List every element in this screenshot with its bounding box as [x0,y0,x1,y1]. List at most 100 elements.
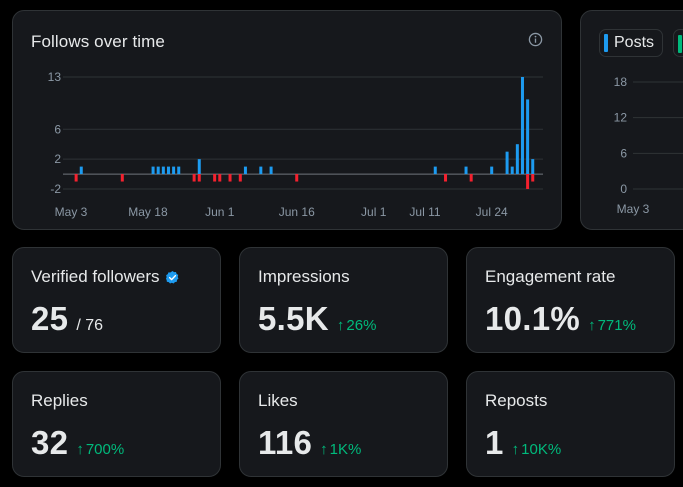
bar [197,174,201,182]
bar [464,166,468,175]
stat-delta: ↑ 771% [588,317,636,334]
arrow-up-icon: ↑ [336,317,345,334]
bar [526,99,530,175]
bar [531,159,535,175]
bar [238,174,242,182]
stat-label: Reposts [485,391,548,410]
posts-chart-card: Posts 0 6 12 18 May 3 [580,10,683,230]
stat-label: Engagement rate [485,267,616,286]
stat-value-row: 25 / 76 [31,300,103,338]
stat-card-engagement-rate: Engagement rate 10.1% ↑ 771% [466,247,675,353]
posts-chart: 0 6 12 18 May 3 [614,75,683,216]
bar [515,144,519,175]
stat-value-row: 1 ↑ 10K% [485,424,561,462]
stat-value-row: 32 ↑ 700% [31,424,124,462]
bar [172,166,176,175]
stat-label: Replies [31,391,88,410]
bar [151,166,155,175]
bar [469,174,473,182]
bar [213,174,217,182]
bar [177,166,181,175]
legend-posts-label: Posts [614,34,655,51]
info-circle-icon[interactable] [528,32,543,47]
x-tick-label: Jun 16 [279,205,315,219]
stat-value: 1 [485,424,504,461]
stat-card-verified-followers: Verified followers 25 / 76 [12,247,221,353]
arrow-up-icon: ↑ [76,441,84,458]
bar [166,166,170,175]
y-tick-label: 6 [620,146,627,160]
bar [526,174,530,189]
y-tick-label: 2 [54,152,61,166]
legend-second-toggle[interactable] [673,29,683,57]
stat-delta-value: 771% [597,317,636,334]
y-tick-label: 6 [54,122,61,136]
y-tick-label: 12 [614,111,628,125]
stat-label: Impressions [258,267,350,286]
y-tick-label: -2 [50,182,61,196]
stat-delta-value: 700% [85,441,125,458]
bar [433,166,437,175]
stat-value: 116 [258,424,313,461]
stat-total: / 76 [76,317,103,334]
legend-posts-toggle[interactable]: Posts [599,29,664,57]
stat-label: Verified followers [31,267,160,286]
bar [218,174,222,182]
stat-value-row: 5.5K ↑ 26% [258,300,376,338]
bar [505,151,509,175]
bar [520,77,524,175]
follows-chart-title: Follows over time [31,32,165,51]
bar [444,174,448,182]
stat-delta: ↑ 10K% [512,441,562,458]
y-tick-label: 0 [620,182,627,196]
bar [510,166,514,175]
stat-label: Likes [258,391,298,410]
stat-card-likes: Likes 116 ↑ 1K% [239,371,448,477]
stat-delta: ↑ 700% [76,441,124,458]
x-tick-label: May 18 [128,205,168,219]
bar [295,174,299,182]
stat-value: 5.5K [258,300,329,337]
bar [74,174,78,182]
stat-delta: ↑ 26% [337,317,377,334]
stat-delta-value: 26% [346,317,377,334]
bar [79,166,83,175]
stat-value-row: 116 ↑ 1K% [258,424,361,462]
y-tick-label: 18 [614,75,628,89]
bar [269,166,273,175]
posts-swatch [604,34,608,52]
bar [228,174,232,182]
bar [259,166,263,175]
x-tick-label: Jul 24 [476,205,508,219]
x-tick-label: Jul 11 [409,205,440,219]
stat-delta-value: 10K% [521,441,562,458]
stat-card-replies: Replies 32 ↑ 700% [12,371,221,477]
stat-delta: ↑ 1K% [320,441,361,458]
x-tick-label: Jun 1 [205,205,235,219]
x-tick-label: May 3 [617,202,650,216]
follows-chart: -2 2 6 13 May 3 May 18 Jun 1 Jun 16 Jul 1 Jul 11 J… [48,70,543,219]
second-swatch [678,35,682,53]
arrow-up-icon: ↑ [511,441,520,458]
stat-value: 10.1% [485,300,581,337]
arrow-up-icon: ↑ [588,317,596,334]
stat-label-row: Verified followers [31,267,180,287]
bar [243,166,247,175]
bar [120,174,124,182]
stat-card-impressions: Impressions 5.5K ↑ 26% [239,247,448,353]
bar [490,166,494,175]
verified-badge-icon [165,270,178,283]
bar [161,166,165,175]
stat-value: 25 [31,300,69,337]
bar [156,166,160,175]
arrow-up-icon: ↑ [320,441,328,458]
y-tick-label: 13 [48,70,62,84]
stat-value-row: 10.1% ↑ 771% [485,300,636,338]
bar [531,174,535,182]
follows-chart-card: Follows over time -2 2 6 13 May 3 May 18 Jun 1… [12,10,562,230]
bar [197,159,201,175]
bar [192,174,196,182]
stat-value: 32 [31,424,69,461]
stat-card-reposts: Reposts 1 ↑ 10K% [466,371,675,477]
x-tick-label: Jul 1 [361,205,387,219]
